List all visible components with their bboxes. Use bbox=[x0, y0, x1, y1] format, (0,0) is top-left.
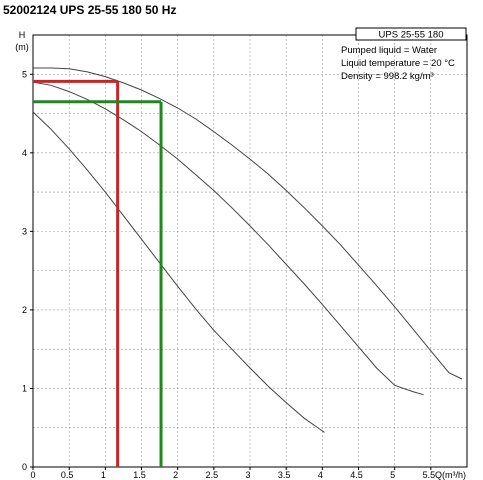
series-layer bbox=[32, 67, 463, 433]
legend-title: UPS 25-55 180 bbox=[379, 30, 444, 41]
x-tick-label: 0 bbox=[30, 470, 35, 480]
pump-curve-2 bbox=[32, 81, 424, 396]
chart-title: 52002124 UPS 25-55 180 50 Hz bbox=[3, 3, 177, 17]
x-tick-label: 5.5 bbox=[423, 470, 436, 480]
y-tick-label: 5 bbox=[22, 69, 27, 79]
y-tick-label: 1 bbox=[22, 383, 27, 393]
x-tick-label: 4.5 bbox=[350, 470, 363, 480]
tick-labels: 0 0.5 1 1.5 2 2.5 3 3.5 4 4.5 5 5.5 0 1 2 3 4 5 H (m) Q(m³/h… bbox=[15, 30, 466, 480]
legend-line: Density = 998.2 kg/m³ bbox=[341, 71, 434, 82]
y-tick-label: 3 bbox=[22, 226, 27, 236]
x-tick-label: 2.5 bbox=[206, 470, 219, 480]
grid-lines bbox=[33, 35, 467, 467]
legend-line: Pumped liquid = Water bbox=[341, 45, 437, 56]
legend-title-box bbox=[355, 27, 467, 41]
pump-curve-3 bbox=[32, 111, 325, 433]
x-tick-label: 2 bbox=[173, 470, 178, 480]
operating-points bbox=[33, 79, 163, 467]
x-tick-label: 0.5 bbox=[61, 470, 74, 480]
x-tick-label: 5 bbox=[390, 470, 395, 480]
legend: UPS 25-55 180 Pumped liquid = Water Liquid… bbox=[341, 27, 467, 82]
x-tick-label: 3.5 bbox=[278, 470, 291, 480]
legend-line: Liquid temperature = 20 °C bbox=[341, 58, 455, 69]
y-tick-label: 4 bbox=[22, 148, 27, 158]
x-axis-label: Q(m³/h) bbox=[435, 470, 466, 480]
y-axis-unit: (m) bbox=[15, 42, 29, 52]
x-tick-label: 4 bbox=[318, 470, 323, 480]
x-tick-label: 1.5 bbox=[133, 470, 146, 480]
x-tick-label: 3 bbox=[245, 470, 250, 480]
axes bbox=[30, 34, 468, 470]
x-tick-label: 1 bbox=[101, 470, 106, 480]
y-axis-label: H bbox=[19, 30, 26, 40]
pump-curve-1 bbox=[33, 67, 463, 380]
y-tick-label: 2 bbox=[22, 305, 27, 315]
y-tick-label: 0 bbox=[22, 462, 27, 472]
